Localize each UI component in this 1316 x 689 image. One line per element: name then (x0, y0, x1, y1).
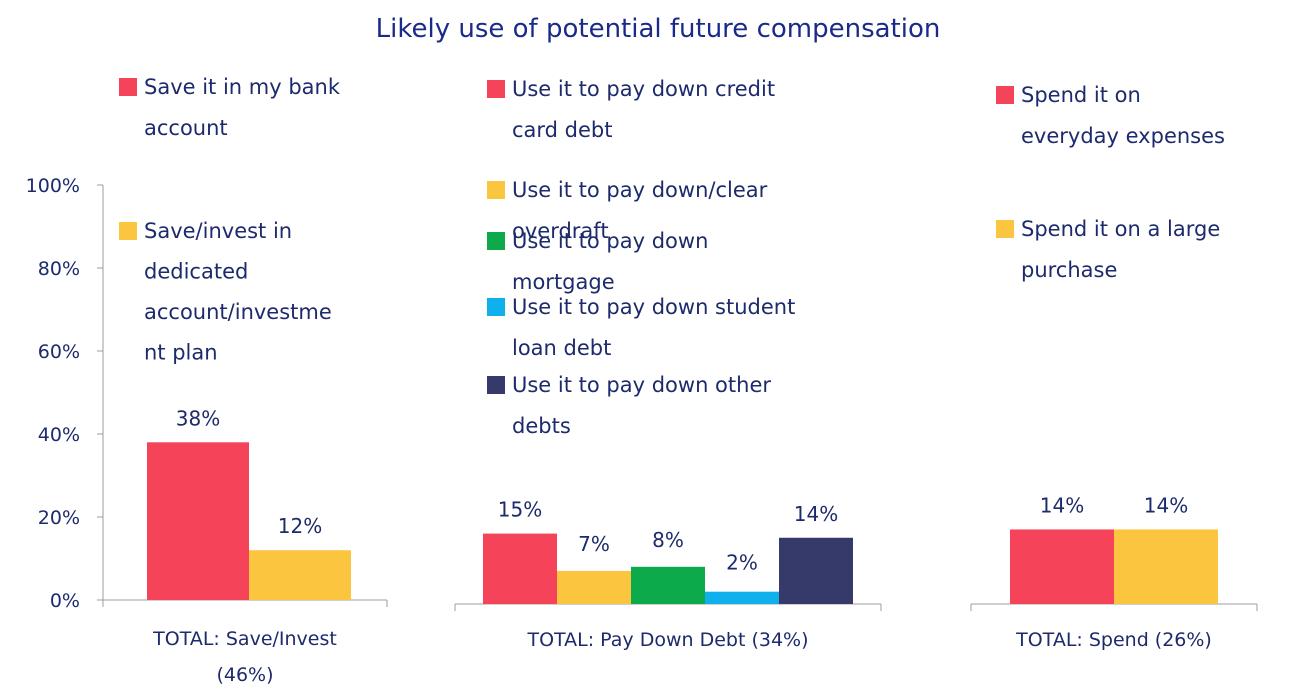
data-label: 14% (1040, 493, 1084, 517)
bar (1114, 529, 1218, 604)
category-label: (46%) (216, 664, 273, 686)
data-label: 7% (578, 532, 610, 556)
legend-swatch (487, 181, 505, 199)
chart-title: Likely use of potential future compensat… (375, 14, 941, 44)
legend-label: Spend it on a large (1021, 217, 1220, 241)
legend-label: Use it to pay down credit (512, 77, 775, 101)
bar (779, 537, 853, 604)
legend-label: purchase (1021, 258, 1117, 282)
legend-label: Use it to pay down other (512, 373, 771, 397)
legend-label: Use it to pay down (512, 229, 708, 253)
data-label: 15% (498, 498, 542, 522)
legend-swatch (119, 222, 137, 240)
legend-label: Save it in my bank (144, 75, 341, 99)
legend-label: everyday expenses (1021, 124, 1225, 148)
category-label: TOTAL: Save/Invest (152, 628, 337, 650)
legend-label: nt plan (144, 341, 218, 365)
legend-label: account/investme (144, 300, 332, 324)
legend-label: Use it to pay down student (512, 295, 795, 319)
legend-label: dedicated (144, 260, 248, 284)
category-label: TOTAL: Pay Down Debt (34%) (526, 629, 808, 651)
data-label: 8% (652, 528, 684, 552)
data-label: 38% (176, 406, 220, 430)
y-tick-label: 60% (38, 341, 80, 363)
bar (1010, 529, 1114, 604)
bar (249, 550, 351, 600)
legend-swatch (996, 86, 1014, 104)
legend-swatch (487, 376, 505, 394)
legend-label: debts (512, 414, 571, 438)
legend-swatch (487, 232, 505, 250)
data-label: 12% (278, 514, 322, 538)
legend-label: overdraft (512, 219, 609, 243)
legend-label: account (144, 116, 228, 140)
legend-swatch (487, 80, 505, 98)
y-tick-label: 80% (38, 258, 80, 280)
legend-swatch (996, 220, 1014, 238)
bar (557, 570, 631, 604)
y-tick-label: 20% (38, 507, 80, 529)
legend-label: card debt (512, 118, 613, 142)
legend-label: loan debt (512, 336, 611, 360)
legend-label: mortgage (512, 270, 615, 294)
y-tick-label: 40% (38, 424, 80, 446)
category-label: TOTAL: Spend (26%) (1015, 629, 1212, 651)
legend-label: Use it to pay down/clear (512, 178, 768, 202)
bar (705, 591, 779, 604)
data-label: 14% (794, 502, 838, 526)
y-tick-label: 0% (50, 590, 80, 612)
legend-swatch (487, 298, 505, 316)
bar (147, 442, 249, 600)
bar (483, 533, 557, 604)
data-label: 2% (726, 551, 758, 575)
legend-label: Save/invest in (144, 219, 292, 243)
data-label: 14% (1144, 493, 1188, 517)
bar (631, 566, 705, 604)
legend-label: Spend it on (1021, 83, 1141, 107)
y-tick-label: 100% (26, 175, 80, 197)
legend-swatch (119, 78, 137, 96)
